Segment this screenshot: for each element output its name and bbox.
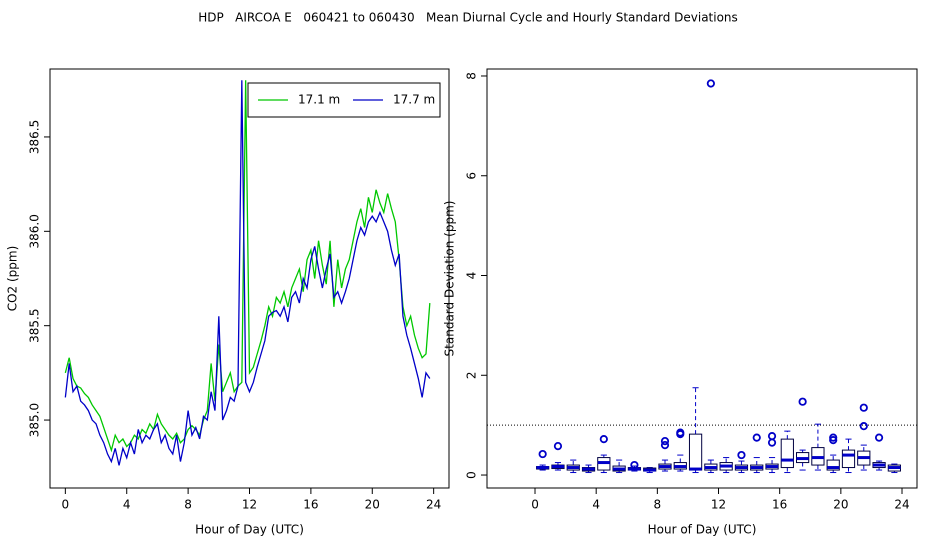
outlier <box>767 432 777 441</box>
x-tick-label: 4 <box>123 498 131 512</box>
y-axis-label: Standard Deviation (ppm) <box>443 201 457 357</box>
y-tick-label: 386.0 <box>28 214 42 248</box>
outlier <box>676 428 685 437</box>
outlier <box>829 433 838 442</box>
x-axis-label: Hour of Day (UTC) <box>195 523 304 537</box>
legend-label: 17.7 m <box>393 93 435 107</box>
outlier <box>859 403 868 412</box>
x-tick-label: 8 <box>654 498 662 512</box>
series-line <box>64 80 431 466</box>
x-tick-label: 20 <box>365 498 380 512</box>
box <box>688 433 703 471</box>
x-tick-label: 16 <box>303 498 318 512</box>
outlier <box>874 433 884 442</box>
outlier <box>660 437 670 446</box>
x-tick-label: 0 <box>62 498 70 512</box>
x-tick-label: 8 <box>184 498 192 512</box>
series-line <box>64 80 431 453</box>
outlier <box>630 460 639 470</box>
x-tick-label: 24 <box>426 498 441 512</box>
x-tick-label: 0 <box>531 498 539 512</box>
outlier <box>798 397 807 406</box>
x-tick-label: 4 <box>592 498 600 512</box>
legend-label: 17.1 m <box>298 93 340 107</box>
outlier <box>599 435 608 444</box>
x-tick-label: 16 <box>772 498 787 512</box>
y-tick-label: 386.5 <box>28 120 42 154</box>
x-tick-label: 12 <box>242 498 257 512</box>
x-tick-label: 24 <box>894 498 909 512</box>
y-tick-label: 385.0 <box>28 403 42 437</box>
outlier <box>737 450 746 460</box>
plot-frame <box>49 68 450 489</box>
x-tick-label: 20 <box>833 498 848 512</box>
chart-title: HDP AIRCOA E 060421 to 060430 Mean Diurn… <box>198 11 738 25</box>
outlier <box>553 441 563 451</box>
outlier <box>660 441 670 450</box>
x-axis-label: Hour of Day (UTC) <box>648 523 757 537</box>
x-tick-label: 12 <box>711 498 726 512</box>
y-tick-label: 2 <box>465 371 479 379</box>
y-tick-label: 8 <box>465 72 479 80</box>
outlier <box>859 422 868 431</box>
box <box>841 449 856 469</box>
outlier <box>752 433 761 442</box>
y-axis-label: CO2 (ppm) <box>6 246 20 312</box>
y-tick-label: 4 <box>465 272 479 280</box>
box <box>780 438 794 469</box>
y-tick-label: 0 <box>465 471 479 479</box>
outlier <box>538 449 547 459</box>
y-tick-label: 385.5 <box>28 309 42 343</box>
y-tick-label: 6 <box>465 172 479 180</box>
plot-frame <box>486 68 918 489</box>
outlier <box>706 79 715 88</box>
box <box>826 459 840 471</box>
outlier <box>767 438 777 447</box>
